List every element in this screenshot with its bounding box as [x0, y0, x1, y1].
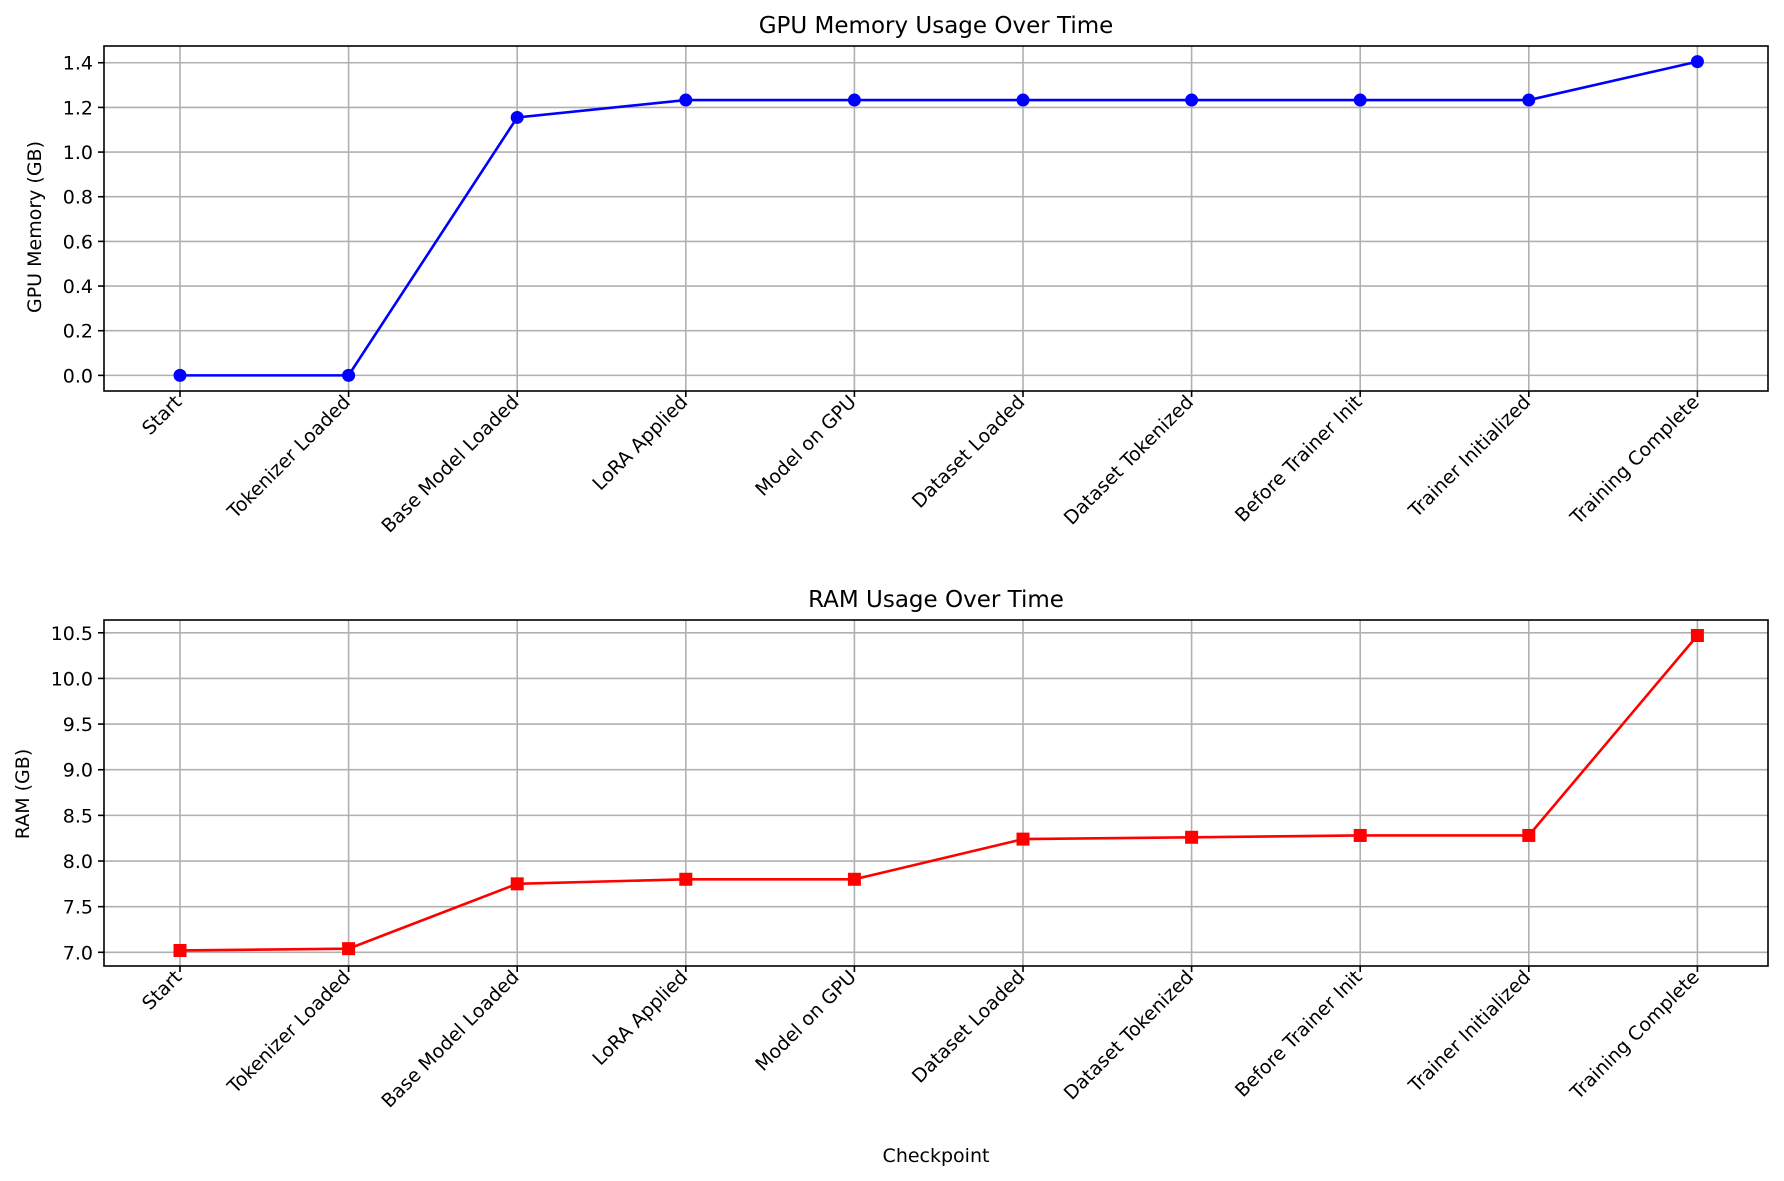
y-tick-label: 10.5: [51, 623, 93, 645]
y-tick-label: 0.6: [63, 231, 93, 253]
x-tick-label: LoRA Applied: [588, 966, 692, 1070]
y-tick-label: 0.0: [63, 365, 93, 387]
axes-frame: [103, 619, 1769, 967]
y-tick-label: 0.8: [63, 187, 93, 209]
x-tick-label: Dataset Loaded: [908, 391, 1029, 512]
x-tick-label: Trainer Initialized: [1404, 391, 1535, 522]
x-tick-label: Start: [138, 966, 186, 1014]
data-point: [342, 368, 356, 382]
y-tick-label: 8.0: [63, 851, 93, 873]
y-tick-label: 1.2: [63, 97, 93, 119]
x-tick-label: Start: [138, 391, 186, 439]
y-tick-label: 1.0: [63, 142, 93, 164]
data-point: [1185, 830, 1199, 844]
data-point: [1016, 832, 1030, 846]
data-point: [510, 877, 524, 891]
data-point: [1353, 93, 1367, 107]
y-tick-label: 1.4: [63, 53, 93, 75]
gpu-memory-chart: GPU Memory Usage Over Time GPU Memory (G…: [24, 13, 1769, 537]
x-tick-label: Dataset Tokenized: [1060, 391, 1198, 529]
axes-frame: [103, 45, 1769, 392]
data-point: [342, 942, 356, 956]
y-axis-label: RAM (GB): [12, 749, 34, 839]
x-tick-label: Model on GPU: [751, 391, 861, 501]
data-point: [1016, 93, 1030, 107]
series-line: [179, 634, 1699, 952]
series-line: [180, 60, 1698, 377]
y-tick-label: 7.0: [63, 942, 93, 964]
chart-title: GPU Memory Usage Over Time: [759, 13, 1114, 39]
y-tick-label: 10.0: [51, 668, 93, 690]
data-point: [679, 93, 693, 107]
data-point: [1353, 828, 1367, 842]
x-tick-label: LoRA Applied: [588, 391, 692, 495]
x-tick-label: Base Model Loaded: [377, 391, 523, 537]
data-point: [510, 110, 524, 124]
data-point: [679, 872, 693, 886]
y-tick-label: 7.5: [63, 897, 93, 919]
x-tick-label: Dataset Loaded: [908, 966, 1029, 1087]
ram-usage-chart: RAM Usage Over Time RAM (GB) Checkpoint …: [12, 587, 1769, 1167]
x-tick-label: Before Trainer Init: [1231, 966, 1367, 1102]
y-tick-label: 8.5: [63, 805, 93, 827]
x-tick-label: Base Model Loaded: [377, 966, 523, 1112]
y-tick-label: 0.4: [63, 276, 93, 298]
x-tick-label: Training Complete: [1565, 391, 1703, 529]
x-tick-label: Trainer Initialized: [1404, 966, 1535, 1097]
data-point: [1522, 93, 1536, 107]
x-tick-label: Dataset Tokenized: [1060, 966, 1198, 1104]
data-point: [173, 368, 187, 382]
x-tick-label: Tokenizer Loaded: [223, 966, 355, 1098]
x-tick-label: Tokenizer Loaded: [223, 391, 355, 523]
gridlines: [104, 46, 1768, 391]
x-tick-label: Before Trainer Init: [1231, 391, 1367, 527]
x-tick-label: Model on GPU: [751, 966, 861, 1076]
data-point: [173, 943, 187, 957]
data-point: [1185, 93, 1199, 107]
y-tick-label: 9.5: [63, 714, 93, 736]
x-tick-label: Training Complete: [1565, 966, 1703, 1104]
data-point: [1690, 629, 1704, 643]
y-axis-label: GPU Memory (GB): [24, 141, 46, 313]
data-point: [1690, 55, 1704, 69]
gridlines: [104, 620, 1768, 966]
data-point: [1522, 828, 1536, 842]
x-axis-label: Checkpoint: [883, 1145, 990, 1167]
chart-title: RAM Usage Over Time: [808, 587, 1064, 613]
data-point: [847, 93, 861, 107]
y-tick-label: 9.0: [63, 760, 93, 782]
data-point: [847, 872, 861, 886]
y-tick-label: 0.2: [63, 321, 93, 343]
